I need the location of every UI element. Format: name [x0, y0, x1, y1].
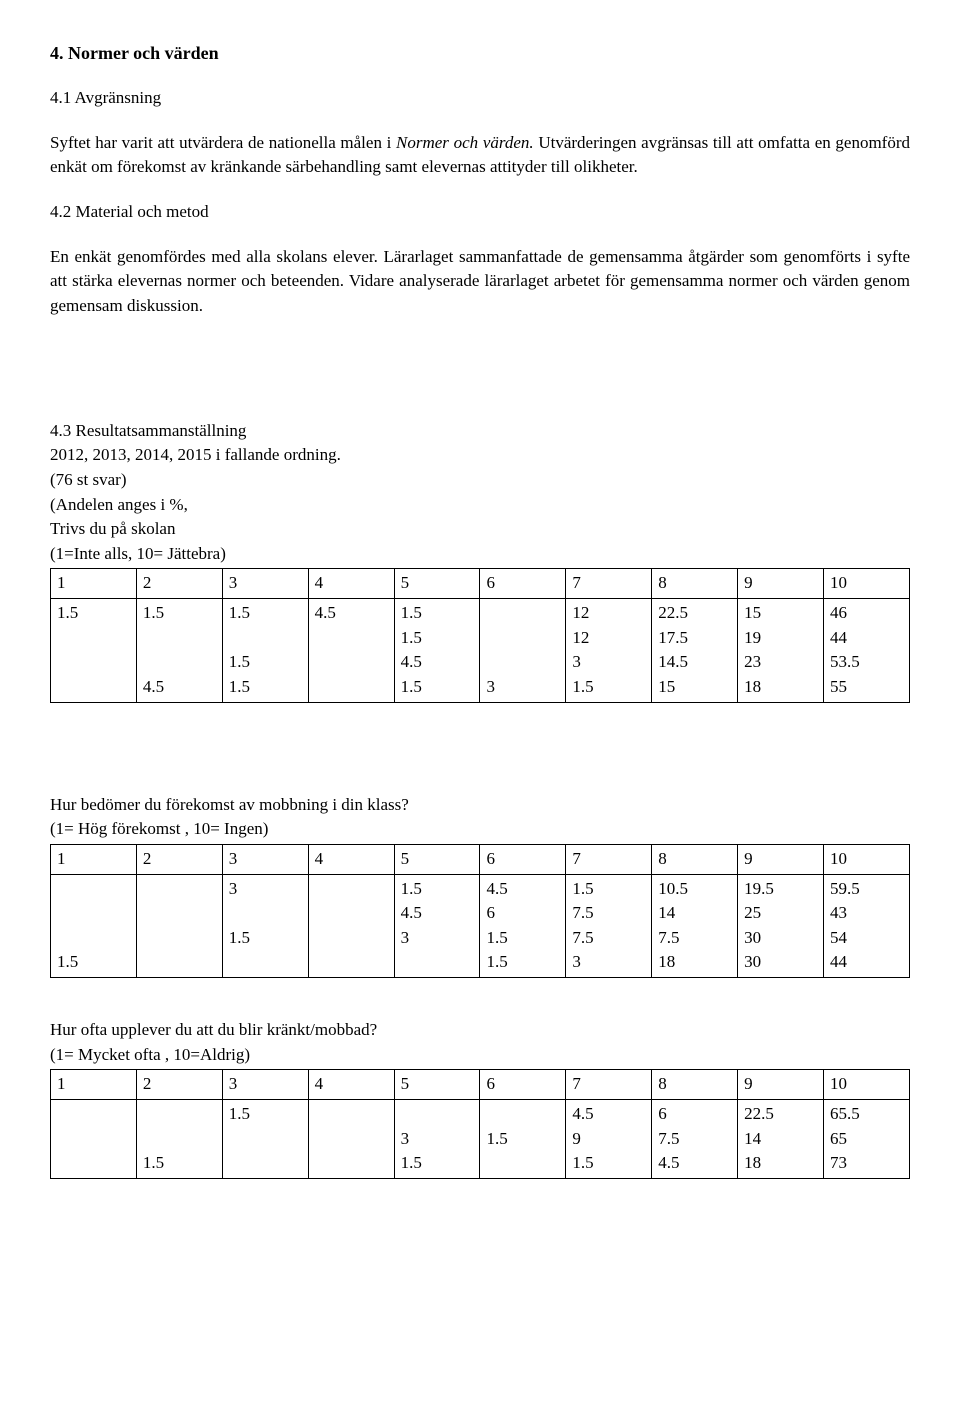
table-header-cell: 2: [136, 844, 222, 874]
table-row: 1 2 3 4 5 6 7 8 9 10: [51, 1070, 910, 1100]
table-row: 1.5 3 1.5 1.54.53 4.561.51.5 1.57.57.53 …: [51, 874, 910, 978]
table-header-cell: 6: [480, 569, 566, 599]
table-cell: 1.54.53: [394, 874, 480, 978]
table-cell: 1.57.57.53: [566, 874, 652, 978]
table-header-cell: 5: [394, 569, 480, 599]
table-header-cell: 10: [824, 1070, 910, 1100]
table-header-cell: 7: [566, 569, 652, 599]
table-cell: 4.561.51.5: [480, 874, 566, 978]
table-cell: 67.54.5: [652, 1100, 738, 1179]
table-3: 1 2 3 4 5 6 7 8 9 10 1.5 1.5 31.5 1.5 4.…: [50, 1069, 910, 1179]
table-3-block: Hur ofta upplever du att du blir kränkt/…: [50, 1018, 910, 1179]
table-3-scale: (1= Mycket ofta , 10=Aldrig): [50, 1043, 910, 1068]
table-header-cell: 10: [824, 844, 910, 874]
table-cell: 1.5: [136, 1100, 222, 1179]
table-1: 1 2 3 4 5 6 7 8 9 10 1.5 1.5 4.5 1.5 1.5…: [50, 568, 910, 702]
table-header-cell: 2: [136, 569, 222, 599]
table-header-cell: 9: [738, 1070, 824, 1100]
table-header-cell: 10: [824, 569, 910, 599]
table-cell: [308, 1100, 394, 1179]
para1-text-a: Syftet har varit att utvärdera de nation…: [50, 133, 396, 152]
table-header-cell: 1: [51, 844, 137, 874]
table-1-block: Trivs du på skolan (1=Inte alls, 10= Jät…: [50, 517, 910, 702]
table-cell: 3: [480, 599, 566, 703]
table-cell: [51, 1100, 137, 1179]
subheading-2: 4.2 Material och metod: [50, 200, 910, 225]
paragraph-2: En enkät genomfördes med alla skolans el…: [50, 245, 910, 319]
subheading-3: 4.3 Resultatsammanställning: [50, 419, 910, 444]
sub3-line3: (76 st svar): [50, 468, 910, 493]
table-row: 1 2 3 4 5 6 7 8 9 10: [51, 569, 910, 599]
table-header-cell: 9: [738, 569, 824, 599]
table-header-cell: 5: [394, 844, 480, 874]
table-header-cell: 3: [222, 569, 308, 599]
table-2-scale: (1= Hög förekomst , 10= Ingen): [50, 817, 910, 842]
table-cell: 3 1.5: [222, 874, 308, 978]
table-cell: 4.591.5: [566, 1100, 652, 1179]
table-cell: 1.5 4.5: [136, 599, 222, 703]
para1-italic: Normer och värden.: [396, 133, 538, 152]
table-2: 1 2 3 4 5 6 7 8 9 10 1.5 3 1.5 1.54.53 4…: [50, 844, 910, 978]
paragraph-1: Syftet har varit att utvärdera de nation…: [50, 131, 910, 180]
table-header-cell: 4: [308, 844, 394, 874]
table-row: 1.5 1.5 31.5 1.5 4.591.5 67.54.5 22.5141…: [51, 1100, 910, 1179]
table-cell: 22.51418: [738, 1100, 824, 1179]
table-header-cell: 3: [222, 1070, 308, 1100]
table-cell: 1.5: [51, 599, 137, 703]
table-cell: 31.5: [394, 1100, 480, 1179]
table-header-cell: 3: [222, 844, 308, 874]
table-header-cell: 2: [136, 1070, 222, 1100]
table-cell: 65.56573: [824, 1100, 910, 1179]
table-header-cell: 4: [308, 569, 394, 599]
table-header-cell: 5: [394, 1070, 480, 1100]
table-header-cell: 9: [738, 844, 824, 874]
table-cell: 1.51.54.51.5: [394, 599, 480, 703]
table-cell: 22.517.514.515: [652, 599, 738, 703]
table-row: 1 2 3 4 5 6 7 8 9 10: [51, 844, 910, 874]
table-cell: 1.5 1.51.5: [222, 599, 308, 703]
sub3-line4: (Andelen anges i %,: [50, 493, 910, 518]
table-cell: 4.5: [308, 599, 394, 703]
table-1-scale: (1=Inte alls, 10= Jättebra): [50, 542, 910, 567]
table-cell: 1.5: [51, 874, 137, 978]
table-header-cell: 8: [652, 569, 738, 599]
table-header-cell: 7: [566, 1070, 652, 1100]
subheading-1: 4.1 Avgränsning: [50, 86, 910, 111]
table-row: 1.5 1.5 4.5 1.5 1.51.5 4.5 1.51.54.51.5 …: [51, 599, 910, 703]
table-3-title: Hur ofta upplever du att du blir kränkt/…: [50, 1018, 910, 1043]
table-header-cell: 1: [51, 569, 137, 599]
table-header-cell: 6: [480, 1070, 566, 1100]
table-cell: 1.5: [222, 1100, 308, 1179]
table-2-title: Hur bedömer du förekomst av mobbning i d…: [50, 793, 910, 818]
table-header-cell: 1: [51, 1070, 137, 1100]
table-cell: 464453.555: [824, 599, 910, 703]
table-cell: [136, 874, 222, 978]
table-cell: [308, 874, 394, 978]
table-cell: 121231.5: [566, 599, 652, 703]
table-cell: 15192318: [738, 599, 824, 703]
table-cell: 19.5253030: [738, 874, 824, 978]
sub3-line2: 2012, 2013, 2014, 2015 i fallande ordnin…: [50, 443, 910, 468]
table-header-cell: 7: [566, 844, 652, 874]
table-header-cell: 8: [652, 844, 738, 874]
section-title: 4. Normer och värden: [50, 40, 910, 66]
table-cell: 1.5: [480, 1100, 566, 1179]
table-cell: 59.5435444: [824, 874, 910, 978]
table-header-cell: 6: [480, 844, 566, 874]
table-header-cell: 8: [652, 1070, 738, 1100]
table-2-block: Hur bedömer du förekomst av mobbning i d…: [50, 793, 910, 978]
table-header-cell: 4: [308, 1070, 394, 1100]
table-1-title: Trivs du på skolan: [50, 517, 910, 542]
table-cell: 10.5147.518: [652, 874, 738, 978]
